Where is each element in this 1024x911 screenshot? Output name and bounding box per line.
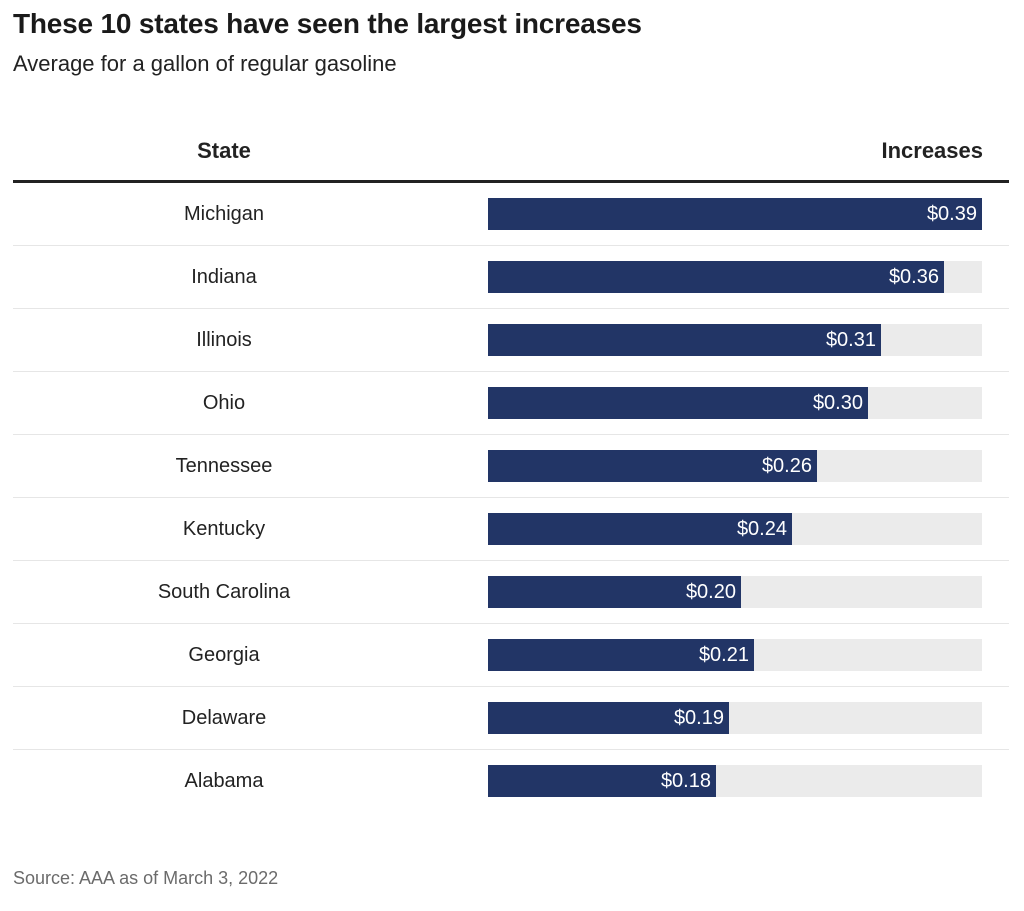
value-label: $0.31 xyxy=(825,329,876,351)
chart-row: Georgia $0.21 xyxy=(13,624,1009,687)
state-label: Michigan xyxy=(183,203,265,225)
state-label: Indiana xyxy=(191,266,257,288)
chart-row: Alabama $0.18 xyxy=(13,750,1009,813)
bar-track: $0.24 xyxy=(488,513,982,545)
value-label: $0.20 xyxy=(685,581,736,603)
increase-bar: $0.21 xyxy=(488,639,754,671)
increase-bar: $0.24 xyxy=(488,513,792,545)
chart-row: Kentucky $0.24 xyxy=(13,498,1009,561)
bar-track: $0.18 xyxy=(488,765,982,797)
increase-bar: $0.26 xyxy=(488,450,817,482)
source-note: Source: AAA as of March 3, 2022 xyxy=(13,868,279,888)
header-divider xyxy=(13,180,1009,183)
value-label: $0.21 xyxy=(698,644,749,666)
increases-column-header: Increases xyxy=(881,138,983,163)
state-label: Ohio xyxy=(202,392,246,414)
chart-row: South Carolina $0.20 xyxy=(13,561,1009,624)
increase-bar: $0.18 xyxy=(488,765,716,797)
state-label: Illinois xyxy=(196,329,252,351)
state-column-header: State xyxy=(197,138,251,163)
value-label: $0.19 xyxy=(673,707,724,729)
increase-bar: $0.30 xyxy=(488,387,868,419)
value-label: $0.30 xyxy=(812,392,863,414)
state-label: South Carolina xyxy=(157,581,291,603)
bar-track: $0.31 xyxy=(488,324,982,356)
value-label: $0.36 xyxy=(888,266,939,288)
state-label: Tennessee xyxy=(175,455,273,477)
chart-row: Indiana $0.36 xyxy=(13,246,1009,309)
state-label: Alabama xyxy=(184,770,264,792)
bar-track: $0.39 xyxy=(488,198,982,230)
increase-bar: $0.19 xyxy=(488,702,729,734)
bar-track: $0.30 xyxy=(488,387,982,419)
bar-track: $0.26 xyxy=(488,450,982,482)
bar-track: $0.20 xyxy=(488,576,982,608)
chart-row: Michigan $0.39 xyxy=(13,183,1009,246)
chart-subtitle: Average for a gallon of regular gasoline xyxy=(13,51,397,76)
chart-title: These 10 states have seen the largest in… xyxy=(13,8,642,39)
bar-track: $0.19 xyxy=(488,702,982,734)
bar-track: $0.21 xyxy=(488,639,982,671)
state-label: Georgia xyxy=(188,644,260,666)
chart-row: Ohio $0.30 xyxy=(13,372,1009,435)
increase-bar: $0.36 xyxy=(488,261,944,293)
chart-row: Tennessee $0.26 xyxy=(13,435,1009,498)
value-label: $0.18 xyxy=(660,770,711,792)
increase-bar: $0.20 xyxy=(488,576,741,608)
increase-bar: $0.39 xyxy=(488,198,982,230)
value-label: $0.26 xyxy=(761,455,812,477)
bar-track: $0.36 xyxy=(488,261,982,293)
chart-row: Illinois $0.31 xyxy=(13,309,1009,372)
chart-row: Delaware $0.19 xyxy=(13,687,1009,750)
increase-bar: $0.31 xyxy=(488,324,881,356)
value-label: $0.39 xyxy=(926,203,977,225)
state-label: Delaware xyxy=(181,707,267,729)
state-label: Kentucky xyxy=(182,518,266,540)
value-label: $0.24 xyxy=(736,518,787,540)
bar-chart-rows: Michigan $0.39 Indiana $0.36 Illinois $0.31 Oh… xyxy=(13,183,1009,813)
